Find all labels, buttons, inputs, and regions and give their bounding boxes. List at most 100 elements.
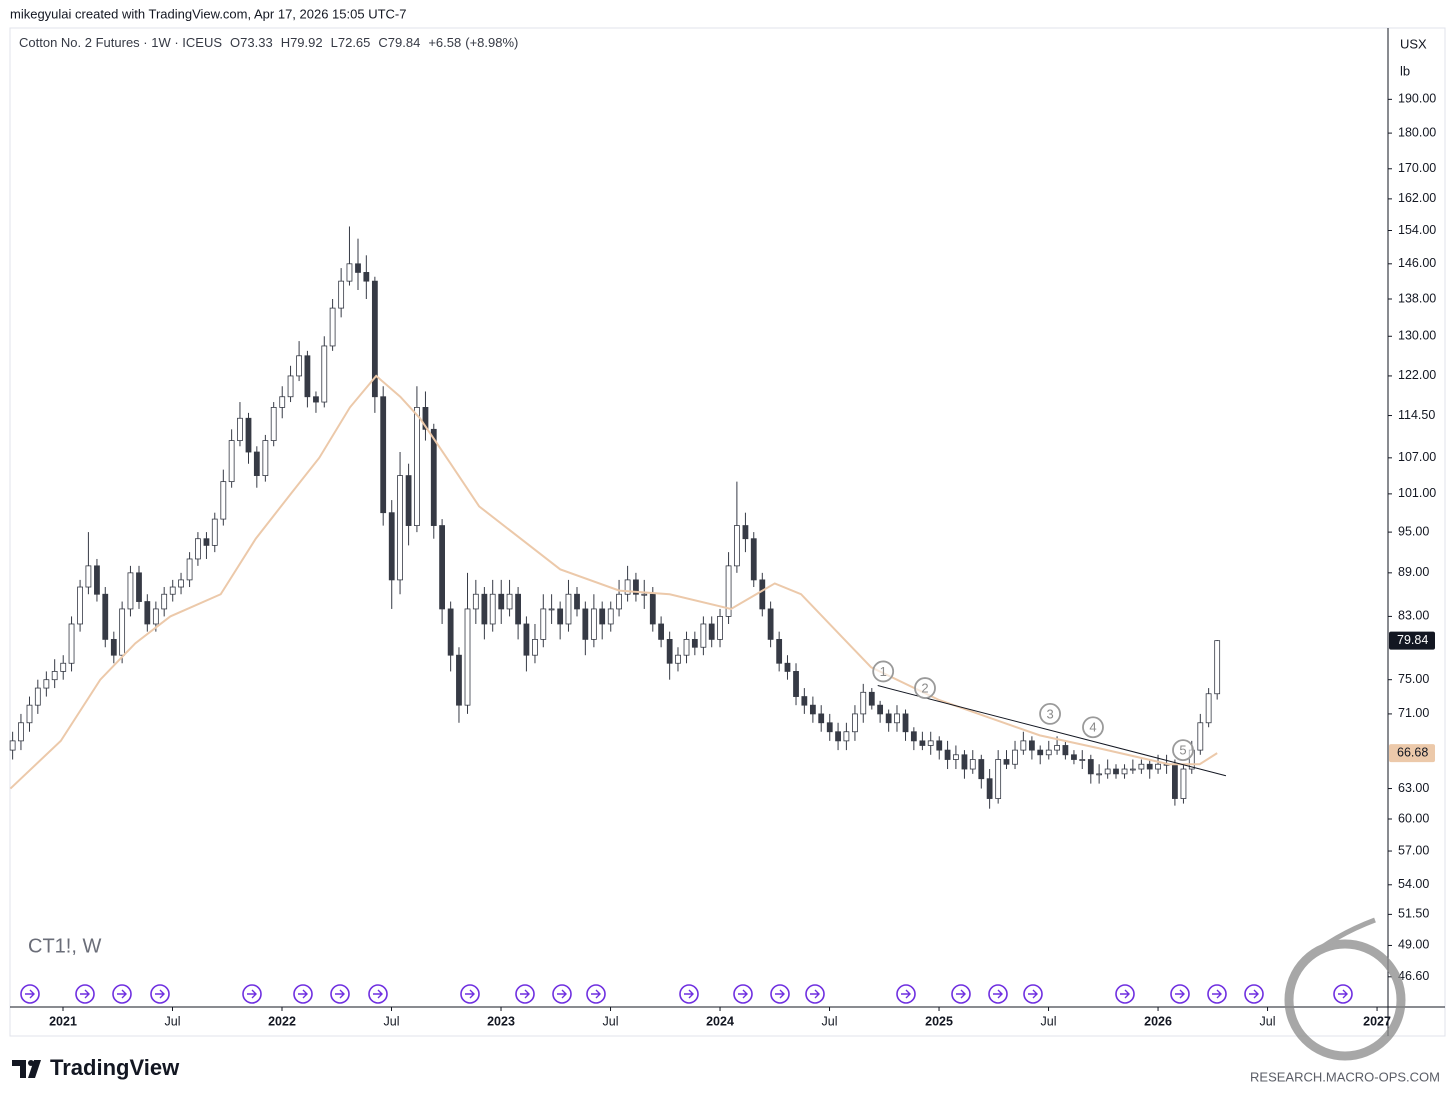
candle-body	[60, 662, 67, 672]
event-arrow	[1249, 989, 1259, 999]
event-arrow	[775, 989, 785, 999]
candle-body	[1071, 754, 1077, 760]
event-arrow	[591, 989, 601, 999]
candle-body	[9, 740, 16, 751]
annotation-circle	[872, 660, 895, 683]
candle-body	[750, 538, 757, 581]
ohlc-label: C	[378, 35, 387, 50]
candle-body	[1079, 759, 1086, 761]
candle-body	[414, 407, 420, 526]
brand-name: TradingView	[50, 1055, 180, 1080]
candle-body	[1138, 763, 1145, 770]
x-tick-label: 2026	[1144, 1014, 1172, 1028]
candle-body	[94, 565, 100, 595]
candle-body	[220, 481, 227, 520]
change: +6.58	[428, 35, 461, 50]
candle-body	[119, 608, 126, 656]
candle-body	[144, 601, 151, 625]
candle-body	[708, 623, 715, 640]
candle-body	[1121, 768, 1128, 775]
x-tick-label: Jul	[1041, 1014, 1057, 1028]
candle-body	[532, 638, 538, 656]
candle-body	[515, 593, 521, 625]
candle-body	[304, 355, 311, 398]
candle-body	[464, 608, 471, 706]
candle-body	[784, 662, 791, 672]
candle-body	[607, 608, 614, 625]
candle-body	[683, 638, 690, 656]
candle-body	[826, 722, 833, 733]
candle-body	[624, 579, 631, 595]
event-arrow	[1212, 989, 1222, 999]
symbol-title: Cotton No. 2 Futures · 1W · ICEUS	[19, 35, 222, 50]
candle-body	[733, 525, 740, 567]
candle-body	[953, 754, 959, 760]
candle-body	[228, 440, 235, 483]
candle-body	[195, 538, 201, 560]
candle-body	[85, 565, 92, 588]
candle-body	[759, 579, 766, 610]
candle-body	[481, 593, 488, 625]
event-arrow	[956, 989, 966, 999]
candle-body	[885, 713, 892, 724]
candle-body	[776, 638, 783, 664]
candle-body	[321, 345, 328, 403]
candle-body	[34, 687, 41, 706]
candle-body	[1028, 740, 1035, 751]
candle-body	[809, 704, 816, 715]
candle-body	[969, 759, 976, 770]
ohlc-value: 79.92	[290, 35, 323, 50]
candle-body	[1062, 745, 1069, 756]
event-arrow	[1338, 989, 1348, 999]
candle-body	[136, 572, 142, 602]
candle-body	[793, 671, 799, 697]
annotation-circle	[914, 677, 936, 699]
candle-body	[742, 525, 749, 540]
y-tick-label: 154.00	[1398, 223, 1436, 237]
candle-body	[633, 579, 639, 595]
candle-body	[1197, 722, 1204, 751]
event-arrow	[993, 989, 1003, 999]
ohlc-label: H	[281, 35, 290, 50]
y-tick-label: 89.00	[1398, 565, 1429, 579]
y-tick-label: 170.00	[1398, 161, 1436, 175]
watermark-logo	[1284, 917, 1406, 1061]
candle-body	[388, 512, 395, 581]
annotation-label: 5	[1179, 743, 1186, 758]
event-arrow	[298, 989, 308, 999]
candle-body	[489, 593, 496, 625]
candle-body	[1180, 768, 1187, 799]
candle-body	[1205, 693, 1212, 724]
candle-body	[68, 623, 75, 664]
ohlc-value: 72.65	[338, 35, 371, 50]
symbol-label: CT1!, W	[28, 935, 101, 957]
unit: lb	[1400, 63, 1410, 78]
candle-body	[279, 396, 286, 408]
y-tick-label: 51.50	[1398, 907, 1429, 921]
event-arrow	[335, 989, 345, 999]
y-tick-label: 95.00	[1398, 524, 1429, 538]
event-arrow	[80, 989, 90, 999]
ohlc-value: 73.33	[240, 35, 273, 50]
candle-body	[186, 558, 193, 581]
x-tick-label: Jul	[1260, 1014, 1276, 1028]
candle-body	[1045, 749, 1052, 756]
candle-body	[649, 593, 656, 625]
event-arrow	[684, 989, 694, 999]
candle-body	[894, 713, 900, 724]
x-tick-label: 2027	[1363, 1014, 1391, 1028]
last-price-box	[1389, 631, 1435, 650]
candle-body	[355, 263, 361, 273]
candle-body	[767, 608, 774, 640]
candle-body	[835, 731, 841, 742]
candle-body	[523, 623, 530, 656]
y-tick-label: 146.00	[1398, 256, 1436, 270]
candle-body	[1087, 759, 1094, 775]
y-tick-label: 190.00	[1398, 92, 1436, 106]
watermark-ring	[1284, 939, 1406, 1061]
y-tick-label: 63.00	[1398, 781, 1429, 795]
candle-body	[51, 671, 58, 681]
ohlc-value: 79.84	[388, 35, 421, 50]
candle-body	[296, 355, 302, 377]
